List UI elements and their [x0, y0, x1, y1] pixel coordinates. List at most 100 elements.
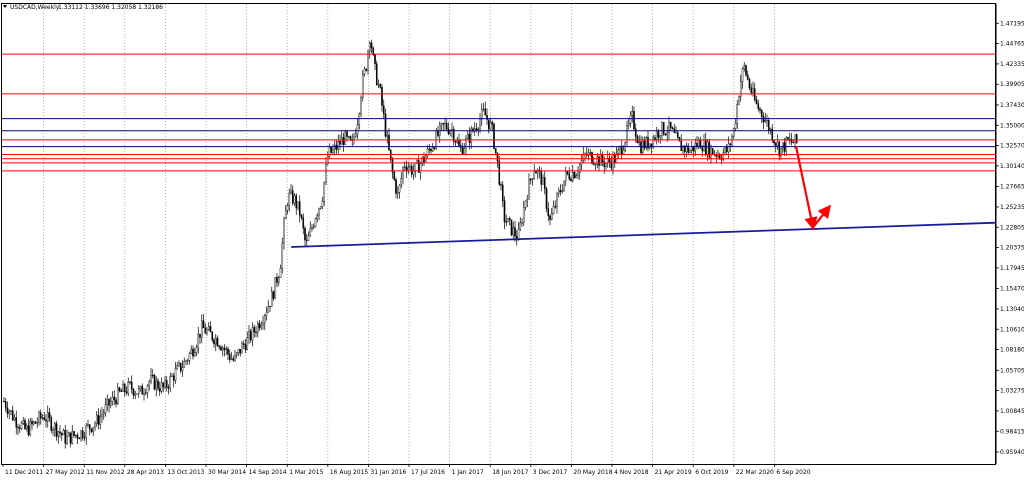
candle-body — [137, 388, 140, 394]
candle-body — [92, 426, 95, 432]
candle-body — [305, 239, 308, 242]
candle-body — [396, 191, 399, 194]
candle-body — [164, 380, 166, 388]
candle-body — [535, 171, 537, 174]
candle-body — [78, 437, 81, 440]
candle-body — [188, 353, 191, 361]
candle-body — [755, 99, 758, 104]
candle-body — [192, 348, 194, 357]
candle-body — [108, 398, 110, 406]
candle-body — [48, 412, 51, 418]
candle-body — [657, 131, 660, 138]
y-tick-label: 1.25235 — [1000, 204, 1024, 211]
candle-body — [113, 396, 116, 400]
candle-body — [95, 414, 98, 425]
candle-body — [120, 390, 123, 392]
candle-body — [200, 320, 203, 338]
candle-body — [452, 129, 455, 142]
candle-body — [34, 421, 37, 424]
candle-body — [263, 315, 266, 324]
candle-body — [552, 206, 555, 214]
candle-body — [666, 132, 669, 135]
candle-body — [15, 417, 18, 428]
candle-body — [151, 374, 154, 377]
candle-body — [218, 345, 221, 348]
candle-body — [276, 277, 278, 283]
candle-body — [645, 137, 648, 149]
candle-body — [564, 170, 567, 182]
candle-body — [302, 217, 305, 229]
candle-body — [171, 375, 173, 377]
candle-body — [664, 133, 667, 136]
candle-body — [6, 407, 9, 414]
candle-body — [64, 430, 67, 444]
candle-body — [3, 401, 5, 403]
x-tick-label: 30 Mar 2014 — [208, 469, 246, 476]
candle-body — [248, 330, 250, 338]
candle-body — [767, 120, 770, 131]
candle-body — [790, 138, 793, 143]
candle-body — [335, 144, 338, 150]
candle-body — [725, 147, 728, 153]
candle-body — [599, 154, 602, 166]
candle-body — [545, 188, 548, 209]
candle-body — [94, 423, 96, 428]
candle-body — [631, 111, 634, 116]
x-tick-label: 6 Sep 2020 — [776, 469, 810, 476]
candle-body — [482, 108, 485, 110]
candle-body — [701, 148, 704, 152]
dropdown-triangle-icon[interactable] — [3, 5, 7, 8]
candle-body — [13, 417, 16, 421]
candle-body — [225, 348, 228, 350]
candle-body — [519, 222, 522, 230]
candle-body — [241, 343, 243, 354]
candle-body — [377, 84, 380, 86]
candle-body — [153, 375, 156, 390]
candle-body — [176, 365, 179, 370]
candle-body — [578, 164, 581, 173]
candle-body — [211, 331, 214, 341]
candle-body — [529, 179, 532, 181]
candle-body — [722, 152, 725, 160]
candle-body — [596, 156, 599, 165]
candle-body — [477, 128, 480, 131]
candle-body — [279, 268, 282, 278]
candle-body — [283, 218, 285, 244]
candle-body — [235, 352, 238, 356]
candle-body — [508, 218, 511, 220]
candle-body — [83, 437, 86, 439]
candle-body — [741, 68, 744, 82]
candle-body — [711, 148, 714, 155]
candle-body — [284, 210, 287, 220]
candle-body — [312, 226, 315, 228]
candle-body — [591, 152, 593, 164]
candle-body — [195, 346, 198, 353]
candle-body — [214, 337, 217, 345]
candle-body — [417, 160, 420, 173]
candle-body — [370, 42, 373, 49]
candle-body — [423, 156, 425, 163]
candle-body — [80, 430, 82, 440]
candle-body — [256, 323, 259, 333]
candle-body — [752, 88, 754, 93]
candle-body — [412, 171, 415, 175]
candle-body — [409, 165, 411, 169]
candle-body — [267, 305, 270, 313]
candle-body — [22, 420, 25, 424]
candle-body — [344, 131, 347, 145]
candle-body — [473, 128, 476, 132]
x-tick-label: 22 Mar 2020 — [736, 469, 774, 476]
candle-body — [601, 154, 604, 162]
y-tick-label: 1.00845 — [1000, 408, 1024, 415]
candle-body — [197, 333, 200, 348]
candle-body — [554, 206, 557, 208]
candle-body — [27, 425, 30, 435]
candle-body — [671, 127, 674, 130]
candle-body — [123, 384, 126, 392]
candle-body — [610, 161, 613, 169]
candle-body — [507, 218, 509, 223]
candle-body — [185, 360, 187, 362]
candle-body — [675, 132, 677, 134]
candle-body — [769, 128, 772, 131]
